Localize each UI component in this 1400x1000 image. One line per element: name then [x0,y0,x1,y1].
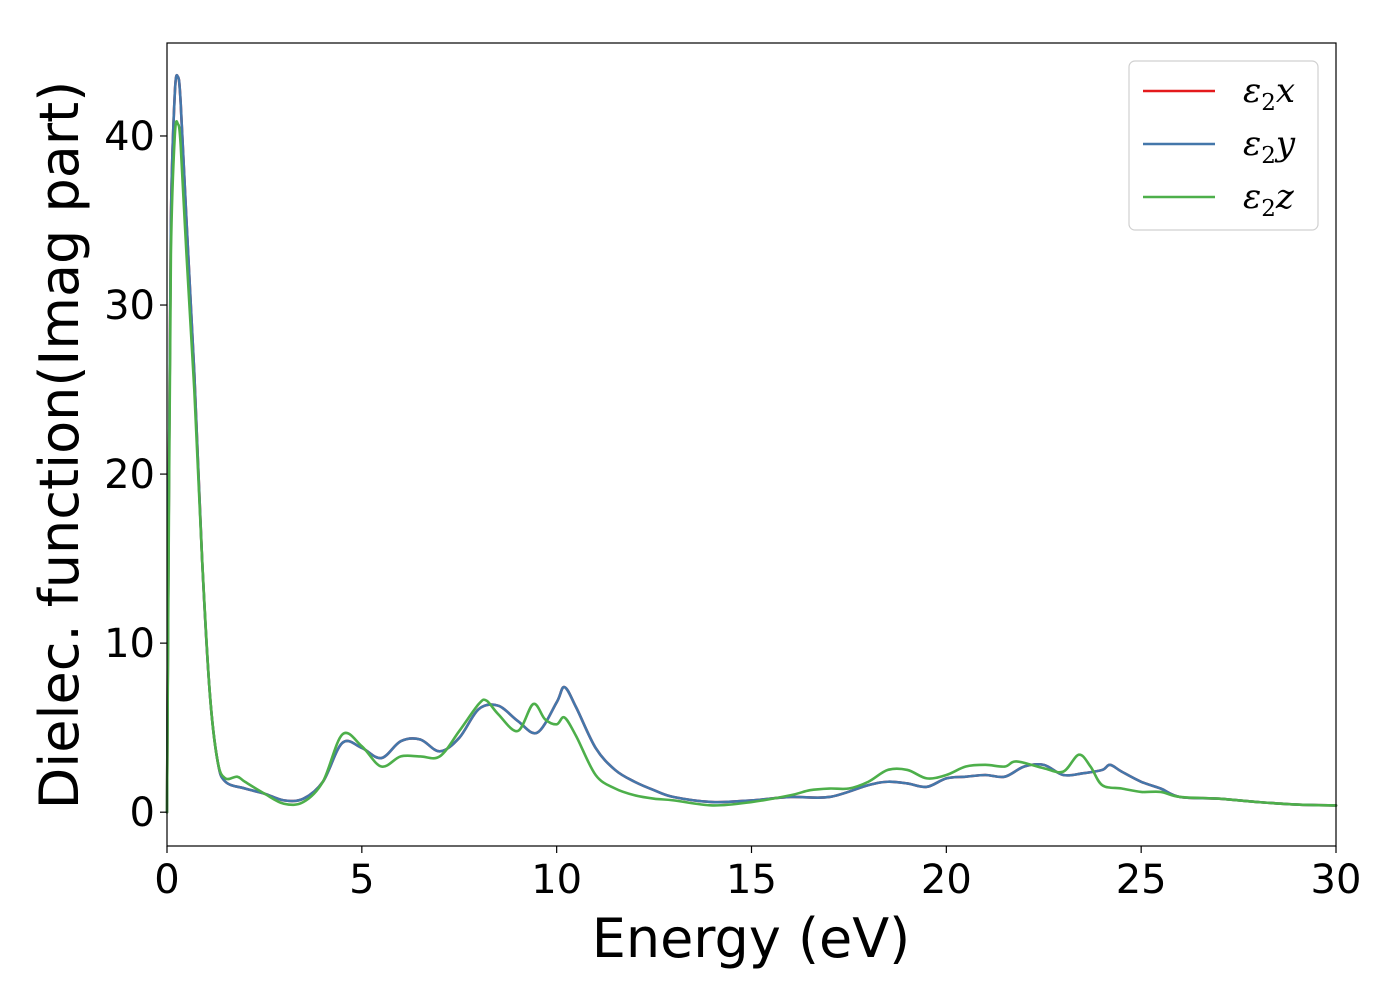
x-tick-label: 5 [349,857,374,903]
y-axis-label: Dielec. function(Imag part) [28,81,91,810]
x-tick-label: 30 [1311,857,1362,903]
legend-label-z: ε2z [1243,177,1295,222]
series-layer [165,73,1338,814]
series-line-z [165,120,1338,814]
legend-label-x: ε2x [1243,71,1295,116]
ticks-layer: 0 5 10 15 20 25 30 0 10 20 30 40 [104,114,1361,903]
y-tick-label: 20 [104,452,155,498]
x-tick-label: 20 [921,857,972,903]
y-tick-label: 10 [104,621,155,667]
legend: ε2x ε2y ε2z [1128,60,1319,231]
y-tick-label: 30 [104,283,155,329]
y-tick-label: 40 [104,114,155,160]
y-tick-label: 0 [130,790,155,836]
legend-box [1128,60,1319,231]
x-axis-label: Energy (eV) [592,907,911,970]
x-tick-label: 25 [1116,857,1167,903]
x-tick-label: 0 [154,857,179,903]
legend-label-y: ε2y [1243,124,1296,169]
x-tick-label: 15 [726,857,777,903]
x-tick-label: 10 [531,857,582,903]
